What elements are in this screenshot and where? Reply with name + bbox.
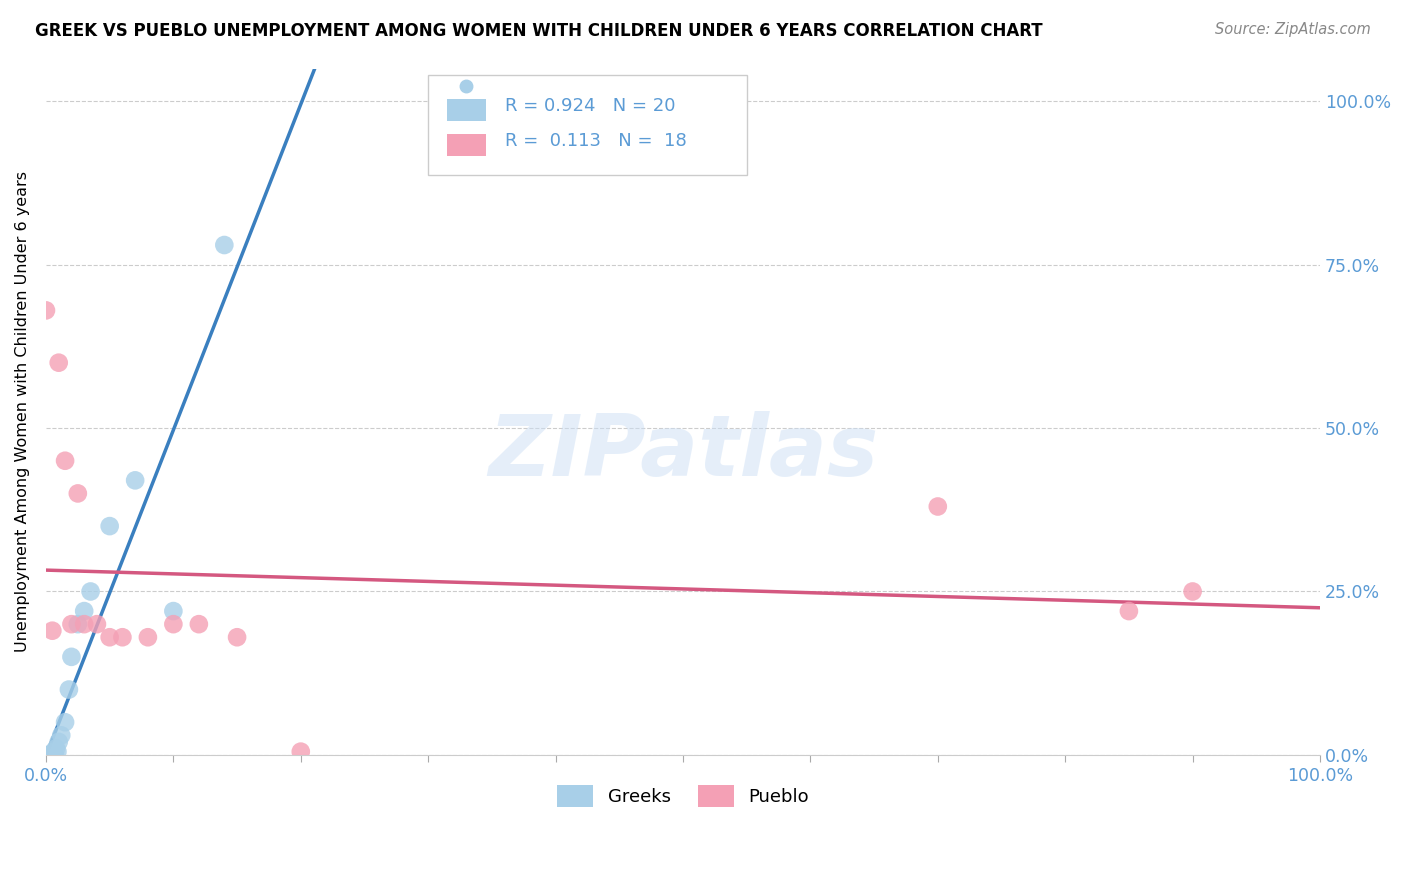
Point: [46, 745, 69, 759]
Point: [86, 617, 108, 632]
Point: [44, 747, 66, 762]
Point: [136, 630, 159, 644]
Point: [98, 630, 121, 644]
Point: [60, 649, 83, 664]
Point: [51, 728, 73, 742]
Point: [927, 500, 949, 514]
Point: [162, 617, 184, 632]
Point: [48, 356, 70, 370]
Point: [48, 735, 70, 749]
Point: [35, 303, 58, 318]
FancyBboxPatch shape: [429, 76, 747, 175]
Bar: [447, 99, 485, 121]
Point: [187, 617, 209, 632]
Text: GREEK VS PUEBLO UNEMPLOYMENT AMONG WOMEN WITH CHILDREN UNDER 6 YEARS CORRELATION: GREEK VS PUEBLO UNEMPLOYMENT AMONG WOMEN…: [35, 22, 1043, 40]
Point: [111, 630, 134, 644]
Point: [38, 747, 60, 762]
Point: [66, 617, 89, 632]
Text: ZIPatlas: ZIPatlas: [488, 411, 879, 494]
Legend: Greeks, Pueblo: Greeks, Pueblo: [550, 778, 815, 814]
Point: [66, 486, 89, 500]
Point: [41, 747, 63, 762]
Point: [98, 519, 121, 533]
Point: [41, 624, 63, 638]
Bar: [447, 134, 485, 156]
Text: Source: ZipAtlas.com: Source: ZipAtlas.com: [1215, 22, 1371, 37]
Point: [38, 747, 60, 762]
Text: R = 0.924   N = 20: R = 0.924 N = 20: [505, 97, 675, 115]
Point: [73, 604, 96, 618]
Point: [214, 238, 236, 252]
Point: [124, 474, 146, 488]
Point: [58, 682, 80, 697]
Point: [60, 617, 83, 632]
Point: [45, 741, 67, 756]
Point: [79, 584, 101, 599]
Point: [53, 715, 76, 730]
Y-axis label: Unemployment Among Women with Children Under 6 years: Unemployment Among Women with Children U…: [15, 171, 30, 652]
Point: [53, 454, 76, 468]
Point: [39, 747, 62, 762]
Point: [226, 630, 249, 644]
Point: [42, 745, 65, 759]
Point: [162, 604, 184, 618]
Point: [290, 745, 312, 759]
Text: R =  0.113   N =  18: R = 0.113 N = 18: [505, 132, 686, 150]
Point: [1181, 584, 1204, 599]
Point: [73, 617, 96, 632]
Point: [1118, 604, 1140, 618]
